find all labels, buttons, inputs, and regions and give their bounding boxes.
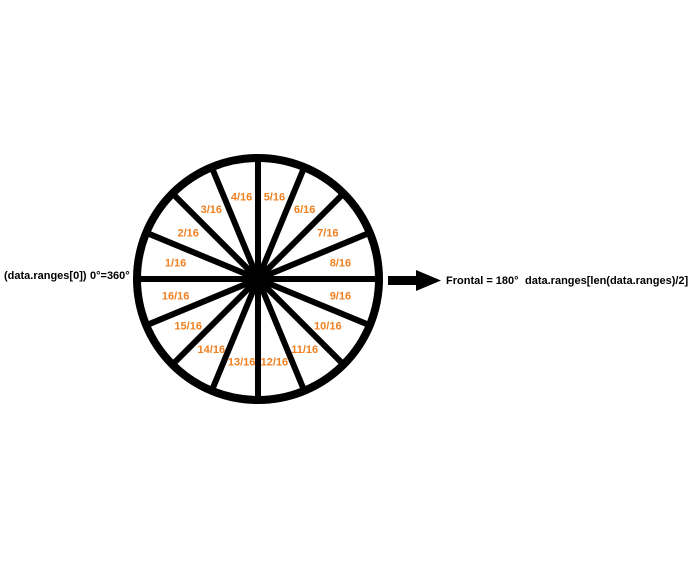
spoke <box>208 166 261 281</box>
segment-label-s6: 6/16 <box>294 204 315 216</box>
segment-label-s16: 16/16 <box>162 290 190 302</box>
right-arrow-icon <box>388 270 441 291</box>
spoke <box>208 277 261 392</box>
spoke <box>255 166 308 281</box>
segment-label-s14: 14/16 <box>198 344 226 356</box>
spoke <box>145 229 260 282</box>
segment-label-s11: 11/16 <box>291 344 318 356</box>
spoke <box>256 229 371 282</box>
spoke <box>255 191 346 282</box>
spoke <box>145 276 260 329</box>
frontal-angle-label: Frontal = 180° <box>446 275 519 287</box>
spoke <box>256 276 371 329</box>
segment-label-s13: 13/16 <box>228 356 256 368</box>
segment-label-s3: 3/16 <box>201 204 222 216</box>
segment-label-s9: 9/16 <box>330 290 351 302</box>
segment-label-s5: 5/16 <box>264 192 285 204</box>
zero-angle-label: 0°=360° <box>90 270 130 282</box>
spoke <box>170 191 261 282</box>
segment-label-s15: 15/16 <box>174 321 202 333</box>
spokes <box>137 158 379 400</box>
segment-label-s7: 7/16 <box>317 227 338 239</box>
segment-label-s2: 2/16 <box>177 227 198 239</box>
segment-label-s10: 10/16 <box>314 321 342 333</box>
segment-labels: 1/16 2/163/16 4/16 5/16 6/167/16 8/16 9/16 10/1… <box>162 192 351 369</box>
segment-label-s12: 12/16 <box>261 356 289 368</box>
spoke <box>255 276 346 367</box>
spoke <box>255 277 308 392</box>
ranges-mid-label: data.ranges[len(data.ranges)/2] <box>525 275 689 287</box>
segment-label-s1: 1/16 <box>165 258 186 270</box>
segment-label-s4: 4/16 <box>231 192 252 204</box>
ranges-start-label: (data.ranges[0]) <box>4 270 87 282</box>
segment-label-s8: 8/16 <box>330 258 351 270</box>
spoke <box>170 276 261 367</box>
